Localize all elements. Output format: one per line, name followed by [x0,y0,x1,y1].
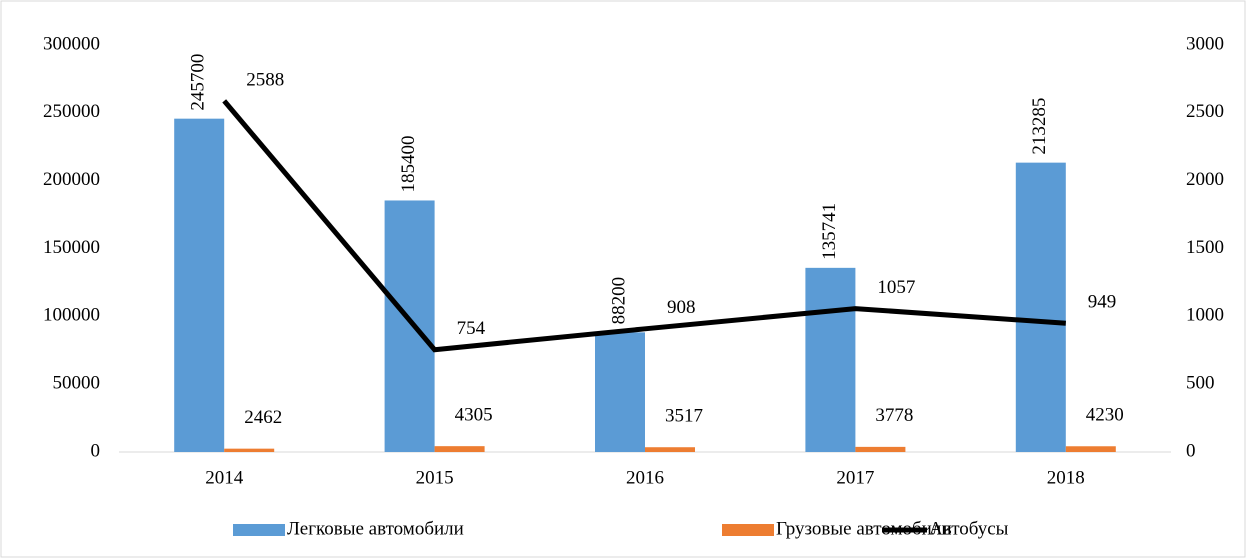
bar [855,446,906,452]
y2-tick-label: 2000 [1186,169,1224,190]
legend-swatch [722,524,774,536]
data-label: 185400 [398,135,419,192]
x-tick-label: 2017 [836,467,874,488]
y-tick-label: 300000 [43,33,100,54]
data-label: 88200 [608,277,629,325]
bar [224,448,275,452]
bar [384,200,435,452]
data-label: 213285 [1029,98,1050,155]
bar [174,118,225,453]
y2-tick-label: 500 [1186,373,1215,394]
y-tick-label: 200000 [43,169,100,190]
data-label: 2588 [246,69,284,90]
x-tick-label: 2014 [205,467,244,488]
legend-label: Автобусы [929,518,1009,539]
y-tick-label: 0 [91,440,101,461]
legend-swatch [233,524,285,536]
y2-tick-label: 0 [1186,440,1196,461]
data-label: 949 [1088,292,1117,313]
data-label: 4305 [455,405,493,426]
bar [434,446,485,452]
data-label: 908 [667,297,696,318]
data-label: 2462 [244,407,282,428]
y2-tick-label: 1500 [1186,237,1224,258]
bar [1015,162,1066,452]
bar [595,332,645,452]
data-label: 754 [457,318,486,339]
data-label: 3778 [875,405,913,426]
legend-label: Грузовые автомобили [776,518,951,539]
y-tick-label: 150000 [43,237,100,258]
y2-tick-label: 1000 [1186,305,1224,326]
y-tick-label: 50000 [53,373,101,394]
line [222,99,1066,353]
y-tick-label: 100000 [43,305,100,326]
x-tick-label: 2015 [416,467,454,488]
data-label: 4230 [1086,405,1124,426]
data-label: 3517 [665,406,703,427]
data-label: 1057 [877,277,915,298]
x-tick-label: 2018 [1047,467,1085,488]
bar [805,267,856,452]
y2-tick-label: 3000 [1186,33,1224,54]
data-label: 245700 [188,54,209,111]
legend-label: Легковые автомобили [287,518,464,539]
y2-tick-label: 2500 [1186,101,1224,122]
y-tick-label: 250000 [43,101,100,122]
bar [645,447,695,452]
bar [1065,446,1116,452]
data-label: 135741 [819,203,840,260]
x-tick-label: 2016 [626,467,664,488]
